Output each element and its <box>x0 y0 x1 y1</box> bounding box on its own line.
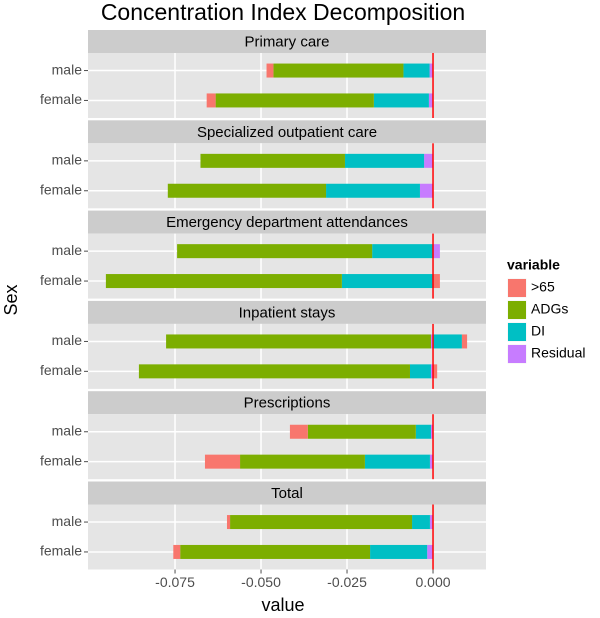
panel-background <box>88 233 486 299</box>
x-tick-label: 0.000 <box>416 574 451 590</box>
y-tick-label: female <box>40 452 82 468</box>
bar-segment <box>180 544 371 559</box>
y-tick-label: male <box>52 422 83 438</box>
bar-segment <box>273 63 404 78</box>
y-tick-label: male <box>52 332 83 348</box>
y-tick-label: male <box>52 513 83 529</box>
facet-title: Prescriptions <box>244 395 331 412</box>
bar-segment <box>415 424 431 439</box>
bar-segment <box>173 544 181 559</box>
bar-segment <box>206 93 216 108</box>
legend-swatch <box>508 279 526 297</box>
y-tick-label: female <box>40 91 82 107</box>
bar-segment <box>433 274 440 289</box>
bar-segment <box>177 244 373 259</box>
y-tick-label: female <box>40 543 82 559</box>
facet-title: Total <box>271 485 303 502</box>
bar-segment <box>373 93 429 108</box>
legend-title: variable <box>507 257 560 273</box>
bar-segment <box>419 183 434 198</box>
bar-segment <box>424 153 434 168</box>
facet-strip <box>88 30 486 53</box>
facet-title: Specialized outpatient care <box>197 124 377 141</box>
bar-segment <box>364 454 430 469</box>
y-tick-label: female <box>40 181 82 197</box>
bar-segment <box>429 454 434 469</box>
facet-title: Primary care <box>244 33 329 50</box>
bar-segment <box>430 424 434 439</box>
facet-strip <box>88 300 486 324</box>
bar-segment <box>326 183 420 198</box>
panel-background <box>88 414 486 480</box>
bar-segment <box>428 93 434 108</box>
bar-segment <box>433 334 462 349</box>
bar-segment <box>226 515 231 530</box>
bar-segment <box>200 153 345 168</box>
bar-segment <box>409 364 431 379</box>
facet-strip <box>88 210 486 234</box>
legend-swatch <box>508 323 526 341</box>
bar-segment <box>266 63 274 78</box>
x-tick-label: -0.075 <box>155 574 195 590</box>
bar-segment <box>166 334 431 349</box>
bar-segment <box>105 274 342 289</box>
bar-segment <box>403 63 430 78</box>
y-tick-label: male <box>52 152 83 168</box>
bar-segment <box>430 364 434 379</box>
legend-swatch <box>508 301 526 319</box>
bar-segment <box>429 63 434 78</box>
bar-segment <box>289 424 308 439</box>
bar-segment <box>433 244 440 259</box>
bar-segment <box>429 515 434 530</box>
chart-title: Concentration Index Decomposition <box>101 0 465 25</box>
legend-swatch <box>508 345 526 363</box>
bar-segment <box>204 454 241 469</box>
y-tick-label: female <box>40 362 82 378</box>
y-tick-label: female <box>40 272 82 288</box>
bar-segment <box>427 544 434 559</box>
bar-segment <box>215 93 374 108</box>
bar-segment <box>240 454 365 469</box>
bar-segment <box>372 244 434 259</box>
bar-segment <box>433 364 438 379</box>
x-axis-label: value <box>261 595 304 615</box>
legend-label: Residual <box>531 345 585 361</box>
bar-segment <box>430 334 434 349</box>
facet-strip <box>88 481 486 505</box>
facet-title: Inpatient stays <box>239 304 336 321</box>
facet-strip <box>88 391 486 415</box>
y-tick-label: male <box>52 242 83 258</box>
panel-background <box>88 323 486 389</box>
legend-label: ADGs <box>531 301 568 317</box>
bar-segment <box>344 153 425 168</box>
bar-segment <box>307 424 416 439</box>
bar-segment <box>230 515 413 530</box>
x-tick-label: -0.050 <box>241 574 281 590</box>
panel-background <box>88 53 486 118</box>
x-tick-label: -0.025 <box>327 574 367 590</box>
bar-segment <box>370 544 428 559</box>
bar-segment <box>461 334 468 349</box>
bar-segment <box>138 364 410 379</box>
bar-segment <box>341 274 434 289</box>
panel-background <box>88 143 486 209</box>
y-tick-label: male <box>52 61 83 77</box>
facet-strip <box>88 120 486 144</box>
bar-segment <box>167 183 327 198</box>
legend-label: >65 <box>531 279 555 295</box>
bar-segment <box>412 515 430 530</box>
y-axis-label: Sex <box>1 284 21 315</box>
facet-title: Emergency department attendances <box>166 214 408 231</box>
legend-label: DI <box>531 323 545 339</box>
panel-background <box>88 504 486 570</box>
